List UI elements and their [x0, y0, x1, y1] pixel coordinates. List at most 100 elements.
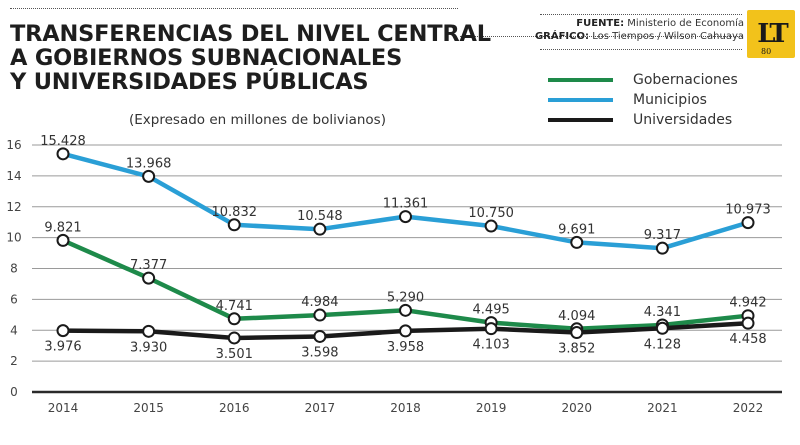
data-label-municipios: 10.832 — [212, 205, 258, 220]
title-dotted-rule — [460, 36, 742, 37]
logo-anniversary: 80 — [761, 47, 772, 56]
y-tick-label: 14 — [6, 169, 21, 183]
y-tick-label: 0 — [10, 385, 18, 399]
graphic-label: GRÁFICO: — [534, 31, 589, 42]
data-point-municipios — [227, 218, 241, 232]
x-tick-label: 2016 — [219, 401, 250, 415]
data-label-municipios: 9.317 — [644, 228, 681, 243]
data-point-municipios — [313, 222, 327, 236]
title-line-2: A GOBIERNOS SUBNACIONALES — [10, 45, 403, 71]
data-label-municipios: 13.968 — [126, 156, 172, 171]
data-point-universidades — [484, 322, 498, 336]
data-label-gobernaciones: 4.984 — [301, 295, 338, 310]
data-point-gobernaciones — [313, 308, 327, 322]
data-label-universidades: 3.501 — [216, 347, 253, 362]
credits: FUENTE: Ministerio de Economía GRÁFICO: … — [535, 17, 744, 43]
x-tick-label: 2020 — [561, 401, 592, 415]
top-dotted-rule — [10, 8, 458, 9]
data-label-municipios: 10.548 — [297, 209, 343, 224]
legend-label-universidades: Universidades — [633, 112, 733, 128]
data-label-universidades: 3.598 — [301, 345, 338, 360]
data-point-municipios — [142, 169, 156, 183]
y-tick-label: 4 — [10, 323, 18, 337]
data-point-gobernaciones — [227, 312, 241, 326]
data-label-municipios: 10.973 — [725, 203, 771, 218]
data-label-gobernaciones: 5.290 — [387, 290, 424, 305]
legend-swatch-gobernaciones — [548, 78, 613, 82]
y-tick-label: 16 — [6, 138, 21, 152]
data-point-municipios — [655, 241, 669, 255]
y-tick-label: 8 — [10, 262, 18, 276]
y-tick-label: 10 — [6, 231, 21, 245]
graphic-value: Los Tiempos / Wilson Cahuaya — [592, 31, 744, 42]
data-point-gobernaciones — [56, 233, 70, 247]
data-point-universidades — [142, 324, 156, 338]
data-label-gobernaciones: 4.942 — [729, 296, 766, 311]
gridlines — [32, 144, 782, 394]
x-tick-label: 2017 — [305, 401, 336, 415]
data-point-universidades — [313, 329, 327, 343]
data-label-universidades: 3.976 — [44, 340, 81, 355]
legend-label-gobernaciones: Gobernaciones — [633, 72, 738, 88]
data-label-municipios: 15.428 — [40, 134, 86, 149]
data-label-gobernaciones: 4.094 — [558, 309, 595, 324]
y-tick-label: 2 — [10, 354, 18, 368]
data-label-municipios: 10.750 — [468, 206, 514, 221]
data-point-municipios — [741, 216, 755, 230]
logo-text: LT — [757, 19, 788, 49]
data-label-universidades: 4.458 — [729, 332, 766, 347]
x-axis-ticks: 2014 2015 2016 2017 2018 2019 2020 2021 2022 — [48, 401, 764, 415]
los-tiempos-logo: LT 80 — [747, 10, 795, 58]
legend-item-gobernaciones: Gobernaciones — [548, 70, 738, 90]
x-tick-label: 2014 — [48, 401, 79, 415]
legend-swatch-universidades — [548, 118, 613, 122]
data-label-gobernaciones: 4.341 — [644, 305, 681, 320]
source-value: Ministerio de Economía — [627, 18, 744, 29]
source-line: FUENTE: Ministerio de Economía — [535, 17, 744, 30]
data-label-universidades: 3.958 — [387, 340, 424, 355]
x-tick-label: 2019 — [476, 401, 507, 415]
data-label-gobernaciones: 7.377 — [130, 258, 167, 273]
data-point-municipios — [570, 235, 584, 249]
x-tick-label: 2021 — [647, 401, 678, 415]
data-point-universidades — [570, 326, 584, 340]
credits-top-rule — [540, 14, 742, 15]
data-point-municipios — [399, 210, 412, 224]
data-label-universidades: 4.128 — [644, 337, 681, 352]
data-point-universidades — [399, 324, 412, 338]
title-line-1: TRANSFERENCIAS DEL NIVEL CENTRAL — [10, 21, 491, 47]
y-tick-label: 12 — [6, 200, 21, 214]
data-point-municipios — [56, 147, 70, 161]
data-points — [56, 147, 755, 345]
data-label-universidades: 3.852 — [558, 342, 595, 357]
legend-label-municipios: Municipios — [633, 92, 707, 108]
x-tick-label: 2015 — [133, 401, 164, 415]
legend-item-universidades: Universidades — [548, 110, 738, 130]
data-point-municipios — [484, 219, 498, 233]
data-point-universidades — [227, 331, 241, 345]
title-line-3: Y UNIVERSIDADES PÚBLICAS — [10, 69, 369, 95]
x-tick-label: 2022 — [733, 401, 764, 415]
legend-item-municipios: Municipios — [548, 90, 738, 110]
data-point-gobernaciones — [142, 271, 156, 285]
y-axis-ticks: 0 2 4 6 8 10 12 14 16 — [6, 138, 21, 399]
legend: Gobernaciones Municipios Universidades — [548, 70, 738, 130]
chart-title: TRANSFERENCIAS DEL NIVEL CENTRAL A GOBIE… — [10, 22, 491, 94]
data-labels: 15.428 13.968 10.832 10.548 11.361 10.750 9.69… — [40, 134, 771, 362]
data-label-gobernaciones: 4.741 — [216, 299, 253, 314]
data-label-municipios: 11.361 — [383, 197, 429, 212]
legend-swatch-municipios — [548, 98, 613, 102]
data-label-municipios: 9.691 — [558, 222, 595, 237]
data-label-universidades: 3.930 — [130, 340, 167, 355]
data-point-universidades — [741, 316, 755, 330]
data-point-universidades — [655, 321, 669, 335]
credits-bottom-rule — [540, 49, 742, 50]
data-label-gobernaciones: 4.495 — [473, 303, 510, 318]
data-label-gobernaciones: 9.821 — [44, 220, 81, 235]
graphic-line: GRÁFICO: Los Tiempos / Wilson Cahuaya — [535, 30, 744, 43]
x-tick-label: 2018 — [390, 401, 421, 415]
chart-subtitle: (Expresado en millones de bolivianos) — [129, 112, 386, 128]
y-tick-label: 6 — [10, 292, 18, 306]
data-label-universidades: 4.103 — [473, 338, 510, 353]
